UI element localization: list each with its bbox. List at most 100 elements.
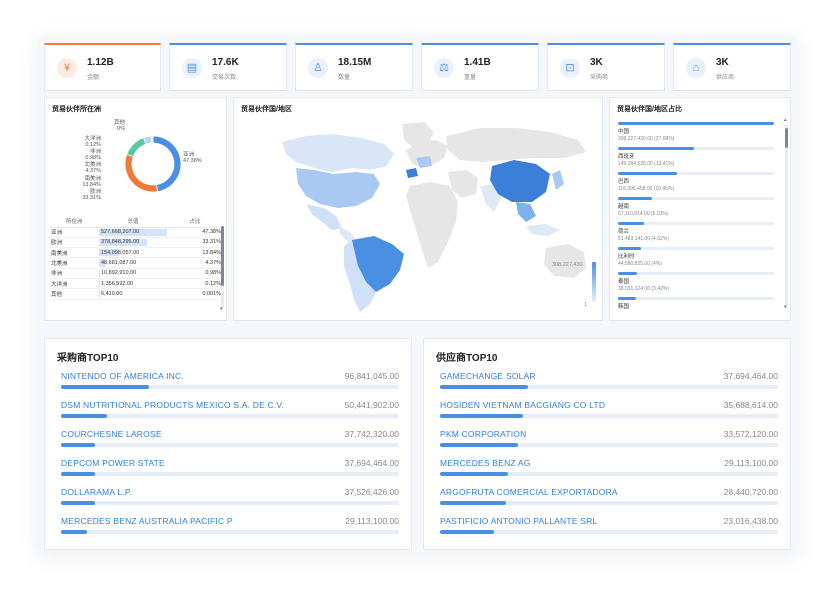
- column-header[interactable]: 总值: [99, 216, 167, 228]
- country-share-panel: 贸易伙伴国/地区占比 中国 308,227,430.00 (27.68%) 西班牙 1…: [609, 97, 791, 321]
- company-bar: [61, 443, 399, 447]
- map-region-russia: [446, 128, 586, 162]
- continent-value: 10,892,910.00: [99, 268, 167, 279]
- company-value: 37,694,464.00: [344, 458, 399, 468]
- share-list-item[interactable]: 越南 67,110,814.00 (6.03%): [618, 197, 774, 217]
- company-bar-fill: [440, 443, 519, 447]
- map-region-indonesia: [526, 224, 560, 236]
- share-bar-fill: [618, 172, 677, 175]
- kpi-label: 交易次数: [212, 75, 237, 81]
- share-list-item[interactable]: 巴西 116,396,458.00 (10.45%): [618, 172, 774, 192]
- company-name[interactable]: PKM CORPORATION: [440, 429, 527, 439]
- donut-label-pct: 0.12%: [85, 142, 101, 148]
- value-bar: [99, 249, 119, 257]
- continent-panel: 贸易伙伴所在洲 亚洲 47.38% 欧洲 33.31% 南美洲 13.84% 北美洲 4.37…: [44, 97, 227, 321]
- share-country-name: 西班牙: [618, 154, 635, 160]
- share-list-item[interactable]: 西班牙 149,284,528.00 (13.41%): [618, 147, 774, 167]
- kpi-card-suppliers[interactable]: ⌂ 3K 供应商: [673, 43, 791, 91]
- scrollbar-thumb[interactable]: [785, 128, 788, 148]
- scroll-down-icon[interactable]: ▾: [784, 304, 787, 310]
- map-region-central-america: [338, 226, 356, 242]
- company-value: 96,841,045.00: [344, 371, 399, 381]
- share-country-detail: 149,284,528.00 (13.41%): [618, 161, 675, 167]
- table-row[interactable]: 大洋洲 1,356,592.00 0.12%: [49, 278, 223, 290]
- company-name[interactable]: DEPCOM POWER STATE: [61, 458, 165, 468]
- share-list-item[interactable]: 中国 308,227,430.00 (27.68%): [618, 122, 774, 142]
- company-bar-fill: [61, 472, 96, 476]
- company-name[interactable]: GAMECHANGE SOLAR: [440, 371, 536, 381]
- kpi-card-weight[interactable]: ⚖ 1.41B 重量: [421, 43, 539, 91]
- world-map[interactable]: [234, 98, 604, 322]
- table-row[interactable]: 亚洲 527,668,207.00 47.38%: [49, 227, 223, 238]
- company-value: 37,526,426.00: [344, 487, 399, 497]
- company-bar: [440, 385, 778, 389]
- table-row[interactable]: 欧洲 378,848,295.00 33.31%: [49, 237, 223, 249]
- company-name[interactable]: DSM NUTRITIONAL PRODUCTS MEXICO S.A. DE …: [61, 400, 285, 410]
- scrollbar-thumb[interactable]: [221, 226, 224, 286]
- company-bar: [61, 414, 399, 418]
- kpi-card-transactions[interactable]: ▤ 17.6K 交易次数: [169, 43, 287, 91]
- company-bar-fill: [440, 501, 507, 505]
- company-bar-fill: [440, 385, 528, 389]
- company-bar-fill: [440, 530, 494, 534]
- share-list-item[interactable]: 韩国: [618, 297, 774, 311]
- kpi-label: 供应商: [716, 75, 735, 81]
- kpi-card-buyers[interactable]: ⊡ 3K 采购商: [547, 43, 665, 91]
- company-name[interactable]: DOLLARAMA L.P.: [61, 487, 133, 497]
- share-country-name: 荷兰: [618, 229, 630, 235]
- share-bar-fill: [618, 272, 638, 275]
- panel-title: 供应商TOP10: [436, 353, 498, 364]
- share-list-item[interactable]: 荷兰 51,483,141.00 (4.62%): [618, 222, 774, 242]
- continent-pct: 33.31%: [167, 237, 223, 249]
- company-name[interactable]: ARGOFRUTA COMERCIAL EXPORTADORA: [440, 487, 618, 497]
- donut-slice[interactable]: [152, 135, 182, 193]
- value-text: 48,681,087.00: [101, 260, 137, 267]
- kpi-label: 数量: [338, 75, 351, 81]
- company-name[interactable]: NINTENDO OF AMERICA INC.: [61, 371, 184, 381]
- table-row[interactable]: 其他 6,410.00 0.001%: [49, 288, 223, 300]
- share-scrollbar[interactable]: [785, 124, 788, 308]
- company-value: 37,694,464.00: [723, 371, 778, 381]
- column-header[interactable]: 所在洲: [49, 216, 99, 228]
- share-list-item[interactable]: 泰国 38,031,324.00 (3.42%): [618, 272, 774, 292]
- share-bar: [618, 172, 774, 175]
- company-name[interactable]: MERCEDES BENZ AUSTRALIA PACIFIC P: [61, 516, 233, 526]
- map-region-spain: [406, 168, 418, 178]
- share-bar: [618, 272, 774, 275]
- continent-value: 527,668,207.00: [99, 227, 167, 238]
- donut-label-pct: 4.37%: [85, 168, 101, 174]
- table-row[interactable]: 南美洲 154,098,057.00 13.84%: [49, 247, 223, 259]
- share-country-name: 泰国: [618, 279, 630, 285]
- share-bar-fill: [618, 122, 774, 125]
- share-bar-fill: [618, 297, 637, 300]
- column-header[interactable]: 占比: [167, 216, 223, 228]
- scale-icon: ⚖: [434, 58, 454, 78]
- donut-label-name: 大洋洲: [84, 134, 101, 142]
- kpi-card-amount[interactable]: ¥ 1.12B 金额: [44, 43, 161, 91]
- share-bar: [618, 122, 774, 125]
- map-region-canada: [282, 134, 394, 172]
- share-country-name: 越南: [618, 204, 630, 210]
- donut-slice[interactable]: [126, 137, 147, 158]
- donut-slice[interactable]: [124, 153, 159, 193]
- scale-max-label: 308,227,430: [552, 262, 583, 268]
- company-name[interactable]: HOSIDEN VIETNAM BACGIANG CO LTD: [440, 400, 606, 410]
- table-row[interactable]: 北美洲 48,681,087.00 4.37%: [49, 257, 223, 269]
- company-bar: [61, 472, 399, 476]
- map-region-southeast-asia: [516, 202, 536, 222]
- value-bar: [99, 290, 101, 298]
- share-country-detail: 116,396,458.00 (10.45%): [618, 186, 675, 192]
- company-name[interactable]: PASTIFICIO ANTONIO PALLANTE SRL: [440, 516, 598, 526]
- share-list-item[interactable]: 比利时 44,580,825.00 (4%): [618, 247, 774, 267]
- scroll-down-icon[interactable]: ▾: [220, 306, 223, 312]
- table-row[interactable]: 非洲 10,892,910.00 0.98%: [49, 268, 223, 279]
- company-name[interactable]: COURCHESNE LAROSE: [61, 429, 162, 439]
- scroll-up-icon[interactable]: ▴: [784, 117, 787, 123]
- company-name[interactable]: MERCEDES BENZ AG: [440, 458, 531, 468]
- donut-label-pct: 33.31%: [82, 195, 101, 201]
- table-scrollbar[interactable]: [221, 226, 224, 310]
- kpi-card-quantity[interactable]: ♙ 18.15M 数量: [295, 43, 413, 91]
- panel-title: 贸易伙伴国/地区占比: [617, 106, 682, 113]
- value-text: 527,668,207.00: [101, 229, 140, 236]
- continent-value: 154,098,057.00: [99, 247, 167, 259]
